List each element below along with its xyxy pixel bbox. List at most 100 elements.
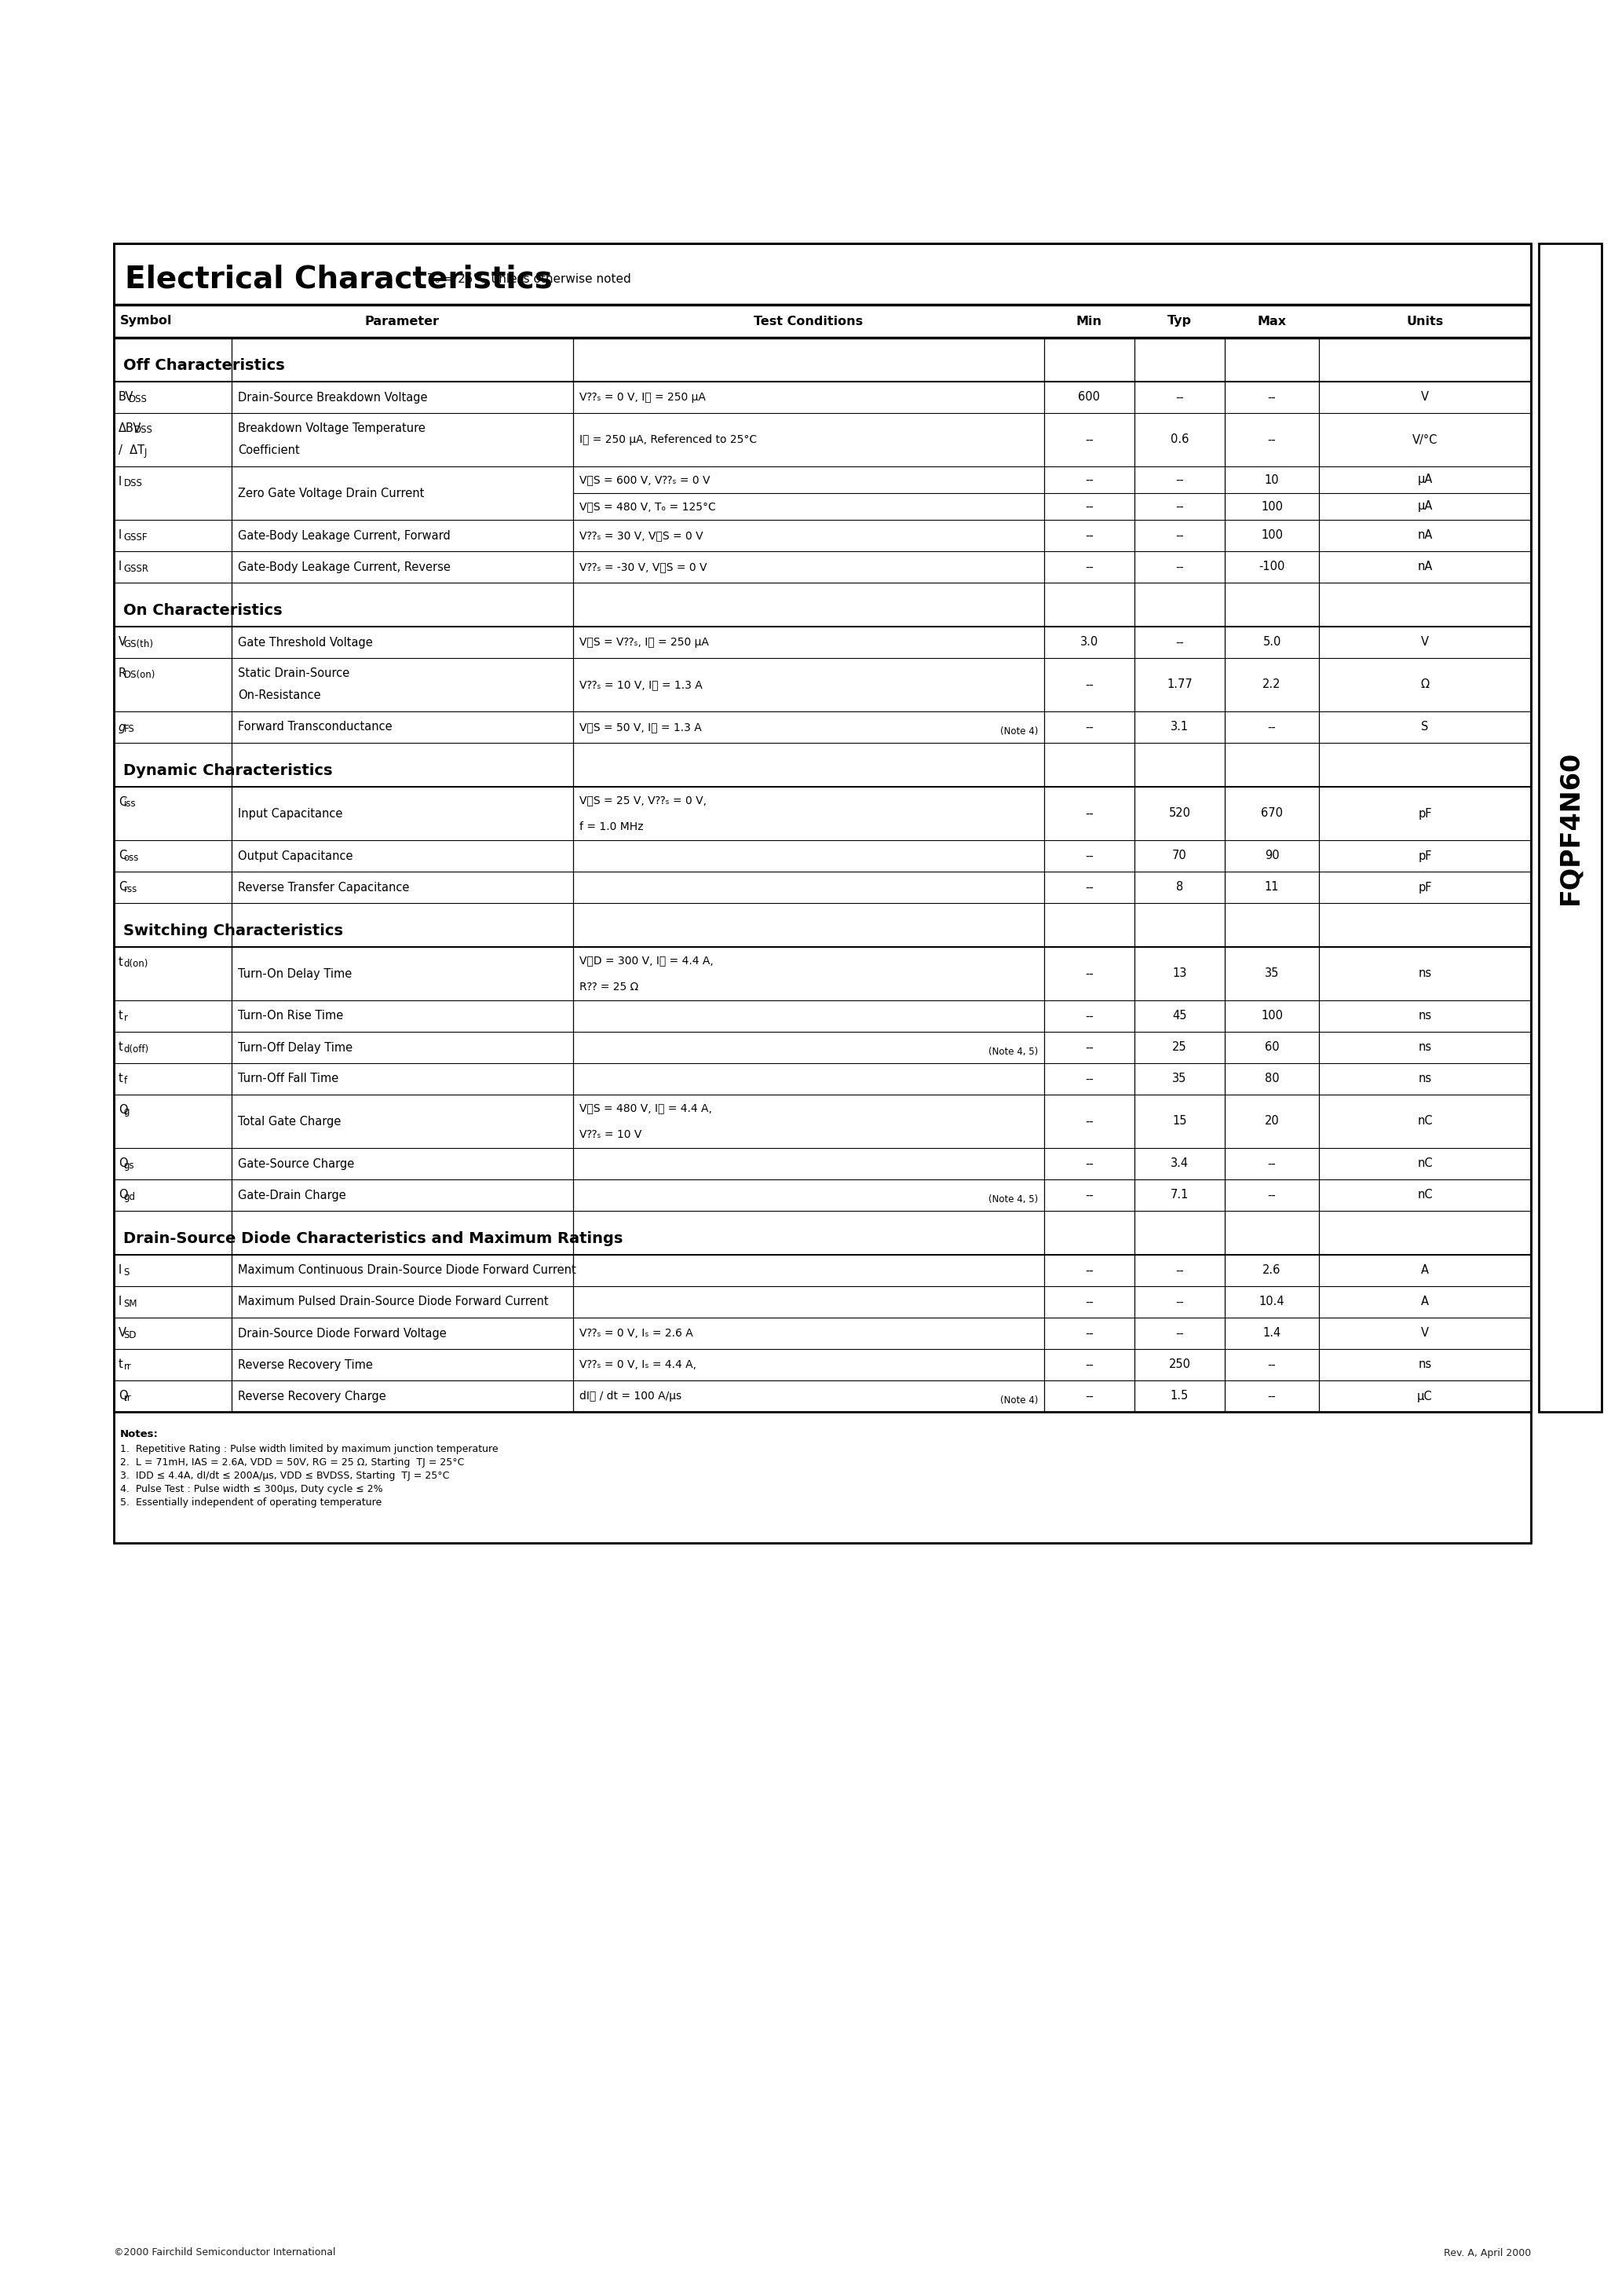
Text: S: S [1421,721,1429,732]
Text: V₝S = 25 V, V⁇ₛ = 0 V,: V₝S = 25 V, V⁇ₛ = 0 V, [579,794,707,806]
Text: Q: Q [118,1104,128,1116]
Text: Coefficient: Coefficient [238,445,300,457]
Text: g: g [123,1107,130,1116]
Text: --: -- [1085,808,1093,820]
Text: 2.2: 2.2 [1262,680,1281,691]
Text: --: -- [1085,1295,1093,1309]
Text: t: t [118,955,123,969]
Text: V⁇ₛ = 0 V, Iₛ = 4.4 A,: V⁇ₛ = 0 V, Iₛ = 4.4 A, [579,1359,696,1371]
Text: I: I [118,560,122,572]
Text: Gate-Source Charge: Gate-Source Charge [238,1157,354,1169]
Text: V₝S = 50 V, I₝ = 1.3 A: V₝S = 50 V, I₝ = 1.3 A [579,721,702,732]
Text: 5.  Essentially independent of operating temperature: 5. Essentially independent of operating … [120,1497,381,1508]
Text: On Characteristics: On Characteristics [123,604,282,618]
Text: --: -- [1268,721,1277,732]
Text: 35: 35 [1173,1072,1187,1084]
Text: I: I [118,1265,122,1277]
Text: V⁇ₛ = -30 V, V₝S = 0 V: V⁇ₛ = -30 V, V₝S = 0 V [579,563,707,572]
Bar [1539,243,1601,1412]
Text: R⁇ = 25 Ω: R⁇ = 25 Ω [579,980,639,992]
Text: Reverse Recovery Charge: Reverse Recovery Charge [238,1391,386,1403]
Text: t: t [118,1072,123,1084]
Text: Turn-Off Fall Time: Turn-Off Fall Time [238,1072,339,1084]
Text: A: A [1421,1295,1429,1309]
Text: --: -- [1268,1189,1277,1201]
Text: --: -- [1085,969,1093,980]
Text: V₝D = 300 V, I₝ = 4.4 A,: V₝D = 300 V, I₝ = 4.4 A, [579,955,714,967]
Text: oss: oss [123,852,139,863]
Text: Notes:: Notes: [120,1428,159,1440]
Text: C: C [118,882,127,893]
Text: rr: rr [123,1362,131,1373]
Text: --: -- [1085,1327,1093,1339]
Text: Gate Threshold Voltage: Gate Threshold Voltage [238,636,373,647]
Text: nA: nA [1418,530,1432,542]
Text: 3.4: 3.4 [1171,1157,1189,1169]
Text: rss: rss [123,884,138,895]
Text: (Note 4): (Note 4) [999,1396,1038,1405]
Text: 8: 8 [1176,882,1182,893]
Text: /  ΔT: / ΔT [118,445,144,457]
Text: Reverse Transfer Capacitance: Reverse Transfer Capacitance [238,882,409,893]
Text: 10.4: 10.4 [1259,1295,1285,1309]
Text: nC: nC [1418,1157,1432,1169]
Text: V: V [1421,1327,1429,1339]
Text: Ω: Ω [1421,680,1429,691]
Text: --: -- [1085,473,1093,487]
Text: --: -- [1085,1265,1093,1277]
Text: Symbol: Symbol [120,315,172,326]
Text: V⁇ₛ = 10 V: V⁇ₛ = 10 V [579,1130,642,1141]
Text: Test Conditions: Test Conditions [754,315,863,326]
Text: V₝S = 480 V, Tₒ = 125°C: V₝S = 480 V, Tₒ = 125°C [579,501,715,512]
Text: 4.  Pulse Test : Pulse width ≤ 300μs, Duty cycle ≤ 2%: 4. Pulse Test : Pulse width ≤ 300μs, Dut… [120,1483,383,1495]
Text: Zero Gate Voltage Drain Current: Zero Gate Voltage Drain Current [238,487,425,498]
Text: Rev. A, April 2000: Rev. A, April 2000 [1444,2248,1531,2257]
Text: 10: 10 [1265,473,1280,487]
Text: 100: 100 [1260,530,1283,542]
Text: 1.77: 1.77 [1166,680,1192,691]
Text: 2.6: 2.6 [1262,1265,1281,1277]
Text: V: V [118,1327,127,1339]
Text: 20: 20 [1265,1116,1280,1127]
Text: iss: iss [123,799,136,808]
Text: --: -- [1176,1327,1184,1339]
Text: 2.  L = 71mH, IAS = 2.6A, VDD = 50V, RG = 25 Ω, Starting  TJ = 25°C: 2. L = 71mH, IAS = 2.6A, VDD = 50V, RG =… [120,1458,464,1467]
Text: Breakdown Voltage Temperature: Breakdown Voltage Temperature [238,422,425,434]
Text: 35: 35 [1265,969,1280,980]
Text: I₝ = 250 μA, Referenced to 25°C: I₝ = 250 μA, Referenced to 25°C [579,434,757,445]
Text: --: -- [1176,530,1184,542]
Text: Dynamic Characteristics: Dynamic Characteristics [123,765,333,778]
Text: Gate-Body Leakage Current, Forward: Gate-Body Leakage Current, Forward [238,530,451,542]
Text: t: t [118,1010,123,1022]
Text: 100: 100 [1260,501,1283,512]
Text: 1.4: 1.4 [1262,1327,1281,1339]
Text: --: -- [1085,1391,1093,1403]
Text: SD: SD [123,1329,136,1341]
Text: Drain-Source Diode Characteristics and Maximum Ratings: Drain-Source Diode Characteristics and M… [123,1231,623,1247]
Text: Static Drain-Source: Static Drain-Source [238,668,350,680]
Text: d(off): d(off) [123,1045,149,1054]
Text: Input Capacitance: Input Capacitance [238,808,342,820]
Text: V₝S = 480 V, I₝ = 4.4 A,: V₝S = 480 V, I₝ = 4.4 A, [579,1102,712,1114]
Text: GSSR: GSSR [123,565,149,574]
Text: ©2000 Fairchild Semiconductor International: ©2000 Fairchild Semiconductor Internatio… [114,2248,336,2257]
Text: --: -- [1176,1265,1184,1277]
Text: --: -- [1176,1295,1184,1309]
Text: J: J [144,448,146,457]
Text: 0.6: 0.6 [1171,434,1189,445]
Text: 250: 250 [1168,1359,1191,1371]
Text: 7.1: 7.1 [1171,1189,1189,1201]
Text: Parameter: Parameter [365,315,440,326]
Text: dI₟ / dt = 100 A/μs: dI₟ / dt = 100 A/μs [579,1391,681,1401]
Text: 3.1: 3.1 [1171,721,1189,732]
Text: Max: Max [1257,315,1286,326]
Text: 5.0: 5.0 [1262,636,1281,647]
Text: V⁇ₛ = 10 V, I₝ = 1.3 A: V⁇ₛ = 10 V, I₝ = 1.3 A [579,680,702,691]
Text: Tₒ = 25°C unless otherwise noted: Tₒ = 25°C unless otherwise noted [428,273,631,285]
Text: V⁇ₛ = 0 V, I₝ = 250 μA: V⁇ₛ = 0 V, I₝ = 250 μA [579,393,706,402]
Text: nA: nA [1418,560,1432,572]
Text: --: -- [1176,501,1184,512]
Text: 11: 11 [1265,882,1280,893]
Text: Units: Units [1406,315,1444,326]
Text: V⁇ₛ = 30 V, V₝S = 0 V: V⁇ₛ = 30 V, V₝S = 0 V [579,530,704,542]
